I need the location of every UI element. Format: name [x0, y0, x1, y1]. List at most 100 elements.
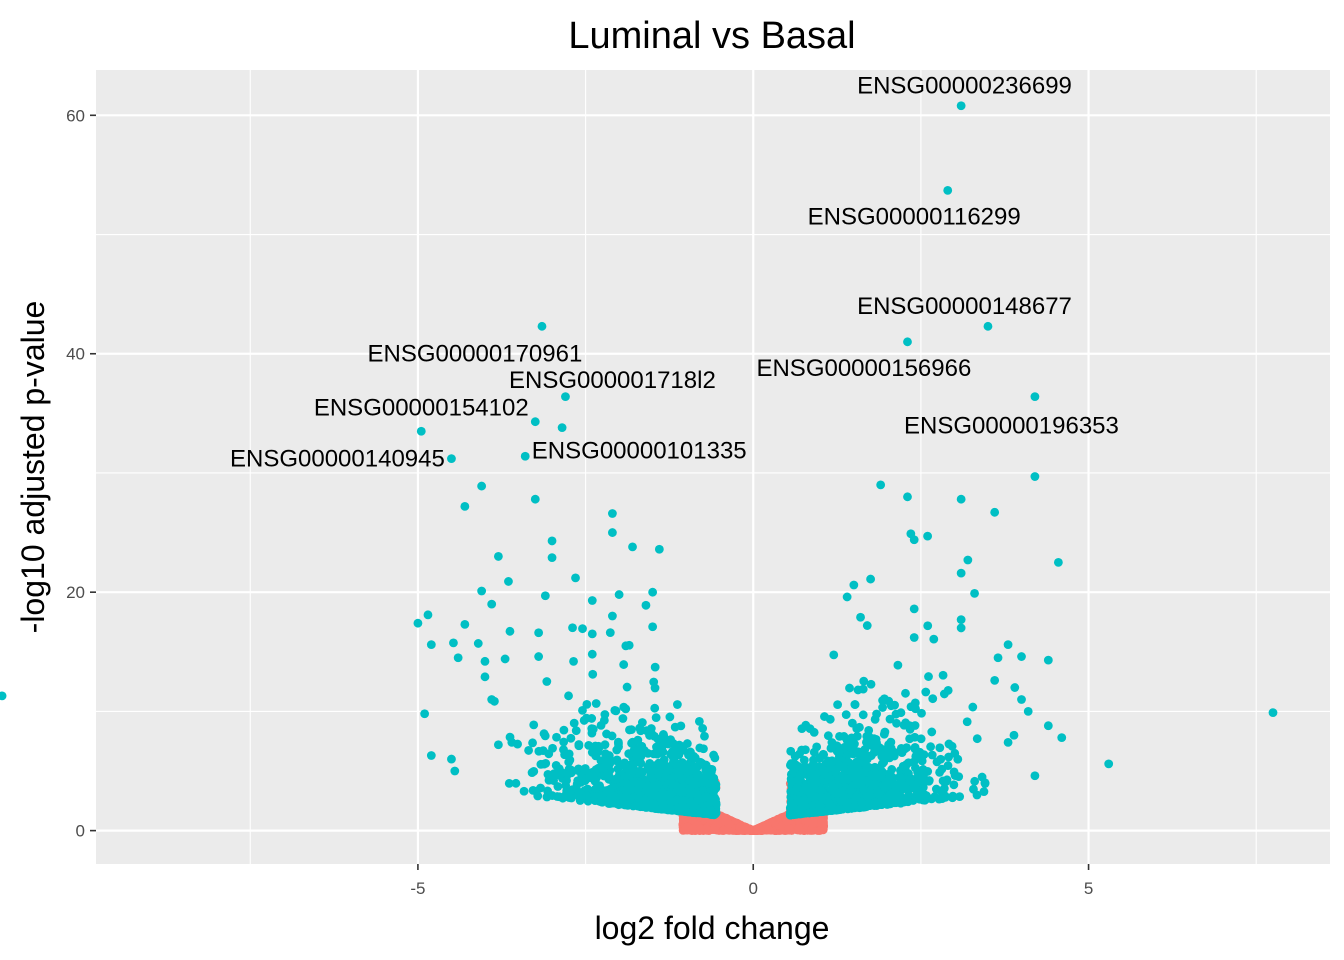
data-point-significant	[954, 772, 964, 782]
data-point-significant	[590, 741, 600, 751]
data-point-significant	[620, 758, 630, 768]
data-point-significant	[880, 727, 890, 737]
data-point-significant	[833, 700, 843, 710]
x-axis-ticks: -5 0 5	[410, 864, 1093, 898]
data-point-significant	[792, 783, 802, 793]
data-point-significant	[591, 699, 601, 708]
data-point-significant	[857, 798, 867, 808]
data-point-significant	[588, 669, 598, 679]
data-point-significant	[548, 743, 557, 753]
data-point-significant	[599, 715, 609, 725]
data-point-significant	[632, 753, 642, 762]
data-point-significant	[633, 745, 643, 755]
data-point-significant	[905, 734, 915, 744]
data-point-significant	[829, 650, 839, 660]
data-point-significant	[926, 742, 936, 752]
data-point-significant	[898, 761, 908, 771]
data-point-significant	[910, 742, 920, 752]
data-point-significant	[493, 740, 503, 750]
x-tick-label: 0	[749, 879, 758, 898]
data-point-significant	[823, 731, 833, 741]
data-point-significant	[533, 791, 543, 801]
data-point-significant	[850, 700, 860, 709]
data-point-significant	[885, 790, 895, 800]
data-point-significant	[809, 759, 818, 769]
data-point-significant	[904, 791, 913, 800]
data-point-significant	[564, 793, 574, 802]
data-point-significant	[529, 720, 539, 730]
data-point-significant	[582, 699, 592, 709]
data-point-significant	[847, 718, 857, 728]
data-point-significant	[818, 807, 828, 816]
data-point-significant	[600, 740, 610, 750]
data-point-significant	[786, 760, 795, 770]
data-point-significant	[574, 740, 584, 749]
data-point-significant	[1043, 655, 1053, 665]
data-point-significant	[972, 734, 982, 744]
data-point-significant	[547, 791, 557, 800]
data-point-significant	[416, 426, 426, 436]
data-point-significant	[493, 552, 503, 561]
data-point-significant	[450, 766, 460, 776]
data-point-not-significant	[719, 826, 728, 835]
data-point-significant	[524, 746, 534, 755]
data-point-significant	[909, 633, 919, 642]
data-point-significant	[916, 734, 926, 744]
data-point-significant	[955, 792, 965, 802]
data-point-significant	[528, 738, 537, 748]
data-point-significant	[649, 677, 659, 687]
data-point-significant	[1009, 730, 1019, 740]
data-point-significant	[674, 750, 684, 760]
data-point-significant	[856, 612, 865, 622]
data-point-significant	[970, 588, 979, 598]
data-point-significant	[877, 750, 887, 760]
data-point-not-significant	[794, 825, 804, 834]
data-point-significant	[647, 773, 657, 783]
data-point-significant	[612, 774, 621, 784]
data-point-significant	[622, 682, 632, 692]
data-point-significant	[825, 800, 835, 810]
gene-label: ENSG00000101335	[532, 437, 747, 464]
data-point-not-significant	[749, 825, 759, 835]
data-point-significant	[621, 641, 631, 651]
data-point-significant	[580, 765, 590, 775]
data-point-significant	[420, 709, 430, 719]
y-tick-label: 0	[76, 822, 85, 841]
data-point-significant	[449, 638, 458, 648]
data-point-significant	[979, 787, 989, 796]
data-point-significant	[447, 754, 456, 764]
data-point-significant	[917, 708, 926, 718]
data-point-significant	[534, 652, 544, 661]
gene-labels: ENSG00000236699ENSG00000116299ENSG000001…	[230, 72, 1119, 472]
data-point-significant	[426, 751, 436, 760]
gene-label: ENSG00000156966	[756, 355, 971, 382]
data-point-significant	[864, 725, 874, 735]
data-point-not-significant	[817, 817, 826, 827]
data-point-significant	[845, 683, 854, 693]
data-point-significant	[866, 574, 876, 584]
data-point-significant	[852, 757, 862, 767]
data-point-significant	[587, 649, 597, 659]
data-point-significant	[614, 590, 624, 599]
data-point-significant	[705, 794, 715, 804]
data-point-significant	[1003, 640, 1013, 650]
data-point-significant	[543, 769, 553, 779]
data-point-significant	[806, 766, 816, 776]
data-point-significant	[698, 724, 708, 733]
data-point-significant	[562, 775, 571, 785]
data-point-significant	[706, 771, 716, 781]
data-point-significant	[897, 777, 906, 787]
data-point-significant	[423, 610, 433, 620]
data-point-significant	[527, 768, 537, 777]
data-point-significant	[686, 747, 695, 757]
data-point-not-significant	[737, 825, 747, 835]
data-point-significant	[677, 796, 687, 805]
data-point-significant	[649, 731, 659, 741]
data-point-significant	[534, 628, 544, 638]
data-point-significant	[970, 776, 980, 786]
data-point-significant	[820, 712, 829, 721]
data-point-significant	[1043, 721, 1053, 731]
data-point-significant	[690, 779, 700, 789]
data-point-significant	[851, 792, 861, 802]
data-point-significant	[834, 747, 844, 757]
